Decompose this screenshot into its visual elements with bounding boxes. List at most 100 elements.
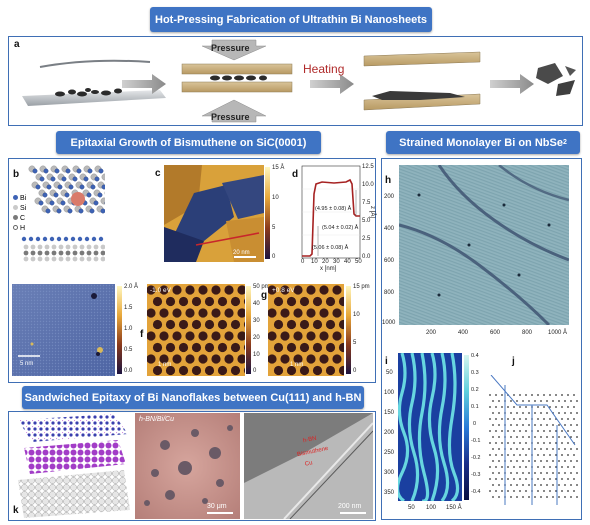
h-xtick-4: 1000 Å (548, 330, 568, 336)
lattice-dot (522, 400, 524, 402)
lattice-dot (495, 466, 497, 468)
h-ytick-3: 800 (384, 290, 395, 296)
lattice-dot (528, 496, 530, 498)
honeycomb-pore (147, 331, 156, 341)
honeycomb-pore (152, 296, 163, 307)
lattice-dot (573, 490, 575, 492)
cbar-i-tick-3: 0.1 (471, 404, 479, 410)
banner-strained-text: Strained Monolayer Bi on NbSe (399, 136, 563, 149)
lattice-dot (570, 412, 572, 414)
substrate-atom (58, 244, 64, 250)
cbar-i-tick-5: -0.1 (471, 438, 481, 444)
lattice-dot (546, 424, 548, 426)
cbar-i-tick-8: -0.4 (471, 489, 481, 495)
substrate-atom (23, 256, 29, 262)
scale-bar-c: 20 nm (233, 250, 250, 256)
lattice-dot (576, 436, 578, 438)
scale-bar-m: 200 nm (338, 503, 362, 510)
honeycomb-pore (172, 354, 182, 364)
cbar-f-tick-1: 40 (253, 301, 260, 307)
lattice-dot (540, 436, 542, 438)
honeycomb-pore (217, 365, 228, 376)
legend-text-c: C (20, 215, 26, 222)
honeycomb-pore (172, 308, 182, 318)
cbar-f-tick-4: 10 (253, 352, 260, 358)
substrate-atom (93, 244, 99, 250)
legend-swatch-si (13, 205, 18, 210)
honeycomb-pore (198, 308, 208, 318)
lattice-dot (549, 418, 551, 420)
stm-large-area-e (12, 284, 115, 376)
lattice-dot (534, 496, 536, 498)
lattice-dot (561, 466, 563, 468)
annotation-d-1: (4.95 ± 0.08) Å (315, 206, 352, 212)
lattice-dot (522, 496, 524, 498)
lattice-dot (552, 496, 554, 498)
bi-atom (79, 184, 85, 190)
honeycomb-pore (185, 285, 195, 295)
honeycomb-pore (299, 342, 310, 353)
lattice-dot (537, 430, 539, 432)
lattice-dot (567, 406, 569, 408)
substrate-atom (72, 256, 78, 262)
cbar-g-tick-2: 5 (353, 340, 357, 346)
i-xtick-0: 50 (408, 505, 415, 511)
honeycomb-pore (237, 308, 245, 318)
bottom-wood-plate (181, 81, 293, 93)
lattice-dot (576, 484, 578, 486)
honeycomb-pore (198, 331, 208, 341)
lattice-dot (489, 478, 491, 480)
honeycomb-pore (325, 296, 336, 307)
honeycomb-pore (325, 342, 336, 353)
substrate-atom (58, 256, 64, 262)
honeycomb-pore (243, 344, 245, 351)
substrate-atom (86, 250, 92, 256)
cu-layer (18, 470, 130, 518)
honeycomb-pore (332, 285, 342, 295)
substrate-atom (93, 250, 99, 256)
honeycomb-pore (165, 319, 176, 330)
lattice-dot (522, 484, 524, 486)
lattice-dot (570, 484, 572, 486)
banner-sandwiched-epitaxy: Sandwiched Epitaxy of Bi Nanoflakes betw… (22, 386, 364, 409)
cbar-i-tick-0: 0.4 (471, 353, 479, 359)
bi-atom (89, 208, 95, 214)
cross-section-sem-m (244, 413, 373, 519)
lattice-dot (522, 424, 524, 426)
honeycomb-pore (293, 308, 303, 318)
lattice-dot (546, 400, 548, 402)
honeycomb-pore (268, 331, 277, 341)
lattice-dot (525, 406, 527, 408)
substrate-atom (72, 250, 78, 256)
lattice-dot (513, 454, 515, 456)
panel-c-label: c (155, 168, 161, 179)
lattice-dot (564, 400, 566, 402)
h-xtick-0: 200 (426, 330, 437, 336)
lattice-dot (543, 406, 545, 408)
lattice-dot (573, 394, 575, 396)
lattice-dot (528, 460, 530, 462)
lattice-dot (546, 496, 548, 498)
lattice-dot (501, 466, 503, 468)
legend-swatch-bi (13, 195, 18, 200)
honeycomb-pore (338, 319, 344, 330)
lattice-dot (528, 424, 530, 426)
h-ytick-1: 400 (384, 226, 395, 232)
i-ytick-6: 350 (384, 490, 395, 496)
lattice-dot (534, 412, 536, 414)
cbar-e-tick-3: 0.5 (124, 347, 133, 353)
honeycomb-pore (306, 354, 316, 364)
lattice-dot (564, 412, 566, 414)
lattice-dot (489, 406, 491, 408)
cbar-e-tick-0: 2.0 Å (124, 284, 139, 290)
lattice-dot (501, 442, 503, 444)
honeycomb-pore (178, 342, 189, 353)
bi-side-atom (91, 236, 97, 242)
lattice-dot (501, 418, 503, 420)
lattice-dot (492, 424, 494, 426)
honeycomb-pore (217, 296, 228, 307)
honeycomb-pore (332, 354, 342, 364)
i-ytick-5: 300 (384, 470, 395, 476)
d-ytick-5: 12.5 (362, 164, 374, 170)
bi-side-atom (70, 236, 76, 242)
